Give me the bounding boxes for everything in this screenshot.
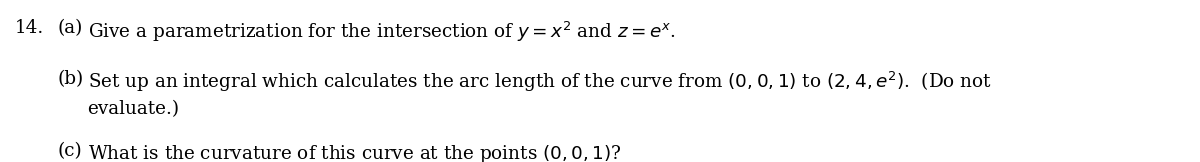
Text: (c): (c): [58, 143, 83, 161]
Text: evaluate.): evaluate.): [88, 100, 180, 118]
Text: 14.: 14.: [14, 19, 43, 37]
Text: Give a parametrization for the intersection of $y = x^2$ and $z = e^x$.: Give a parametrization for the intersect…: [88, 19, 676, 44]
Text: What is the curvature of this curve at the points $(0, 0, 1)$?: What is the curvature of this curve at t…: [88, 143, 622, 162]
Text: (b): (b): [58, 70, 84, 88]
Text: (a): (a): [58, 19, 83, 37]
Text: Set up an integral which calculates the arc length of the curve from $(0, 0, 1)$: Set up an integral which calculates the …: [88, 70, 991, 94]
